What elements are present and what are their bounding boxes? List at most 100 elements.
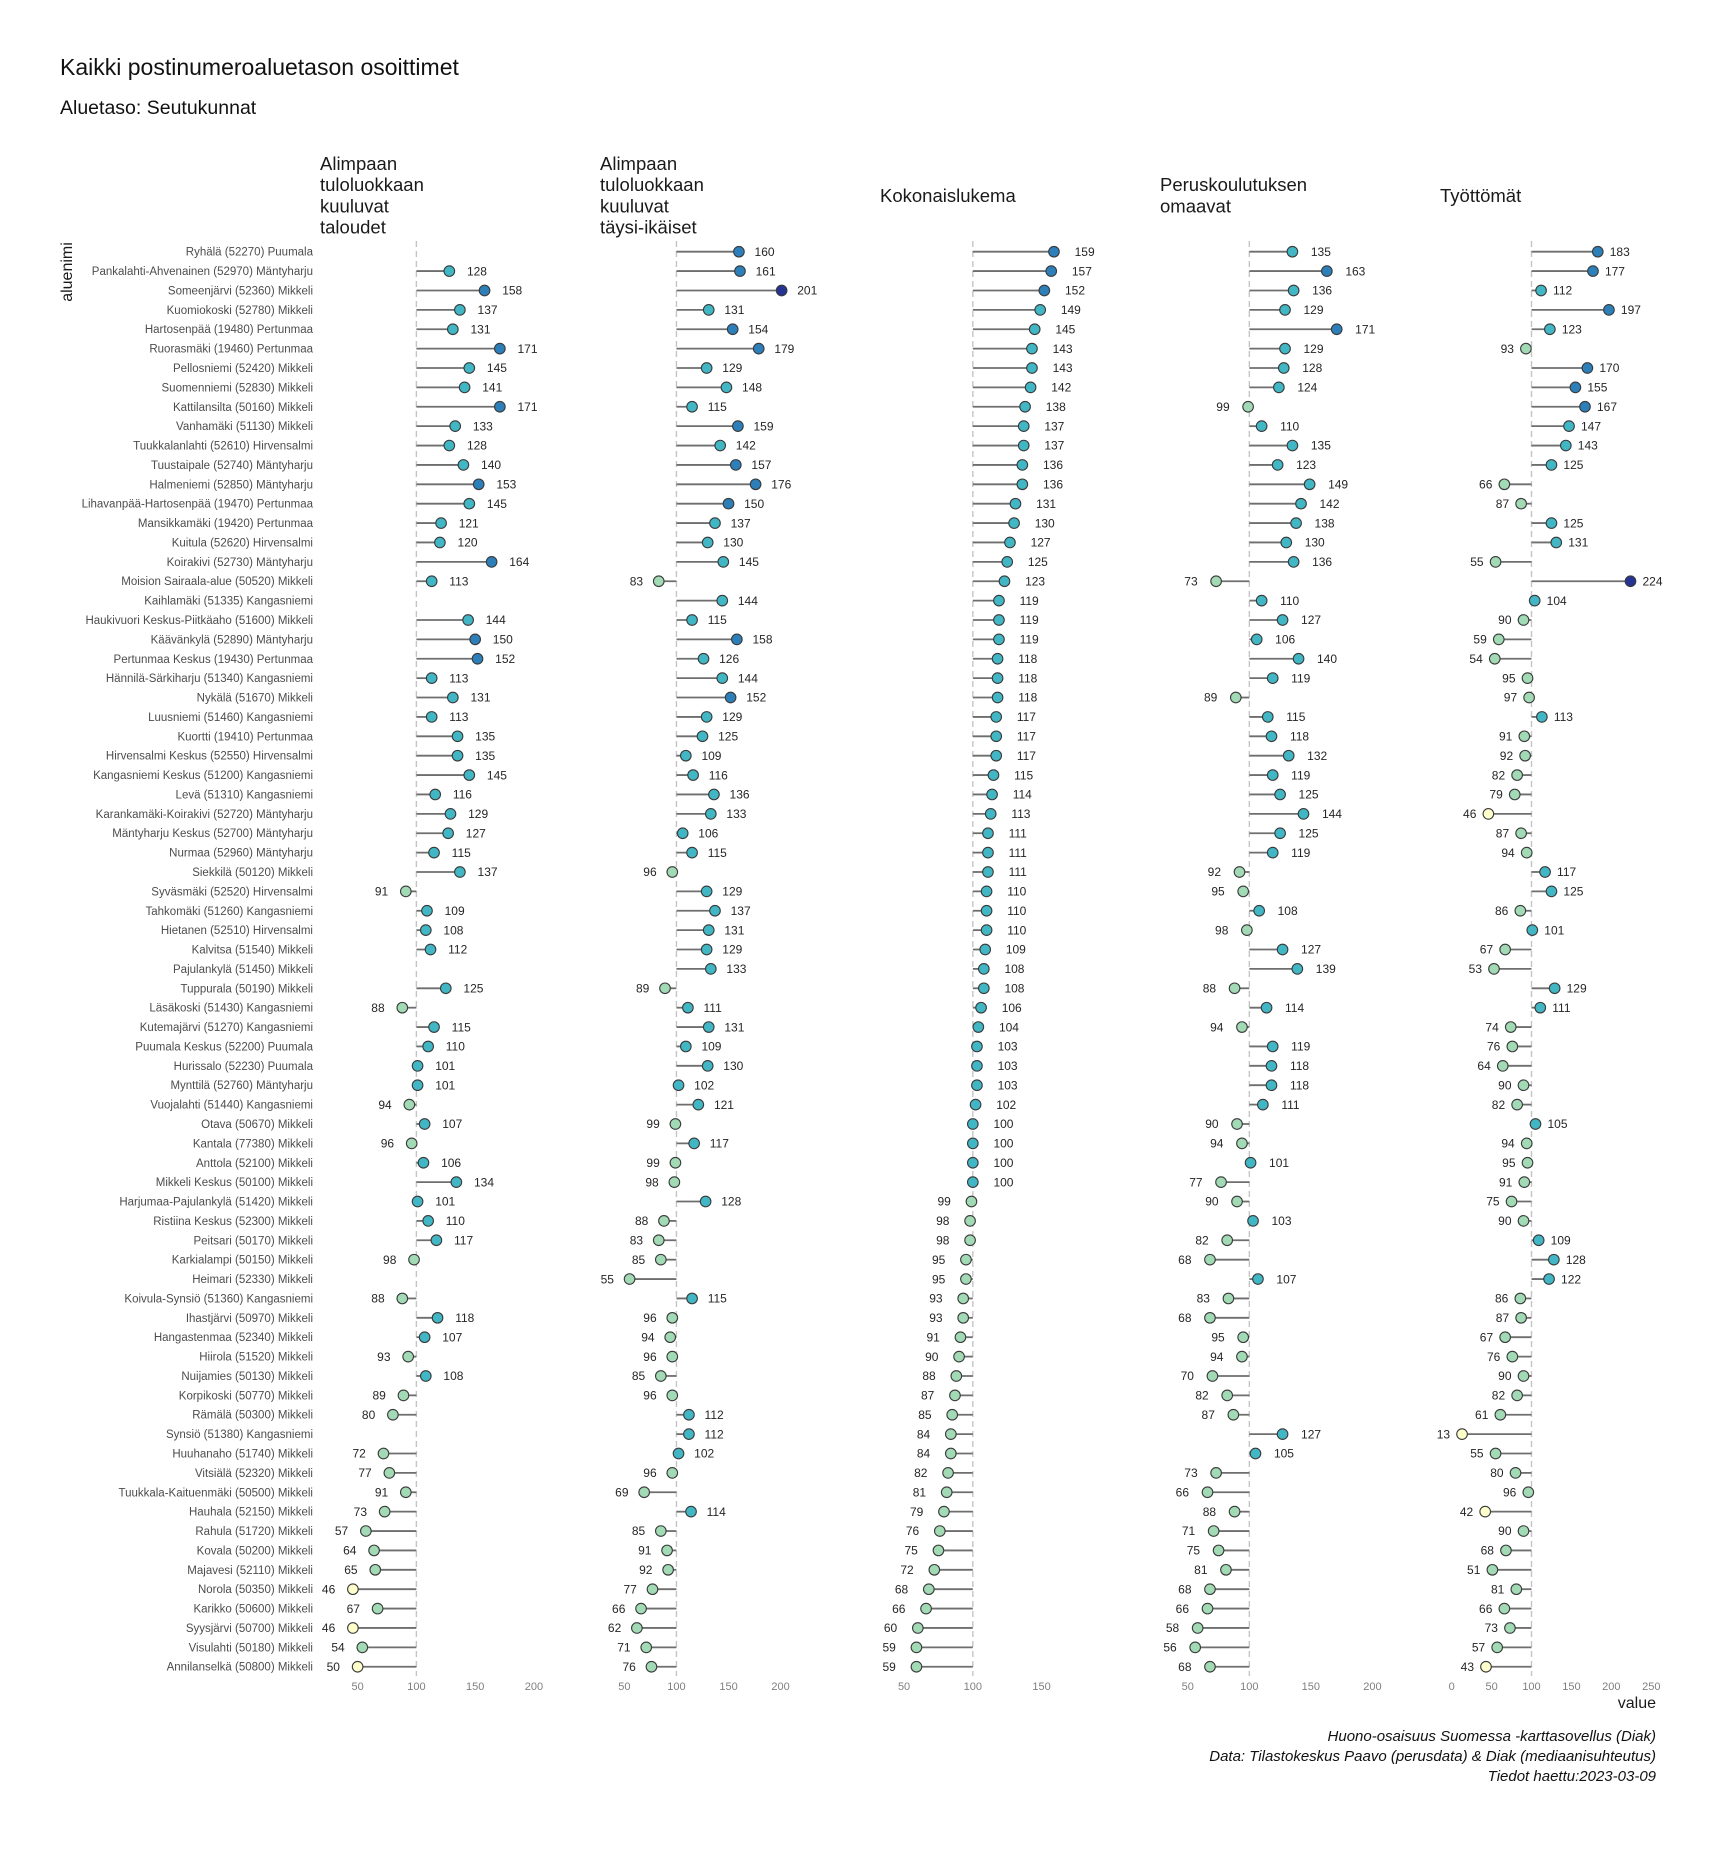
point — [1017, 420, 1030, 433]
value-label: 177 — [1605, 264, 1625, 278]
point — [683, 1408, 695, 1421]
point — [411, 1079, 424, 1092]
value-label: 138 — [1046, 400, 1066, 414]
category-label: Huuhanaho (51740) Mikkeli — [172, 1449, 313, 1461]
point — [966, 1118, 979, 1130]
point — [1521, 1156, 1534, 1169]
point — [1492, 633, 1505, 646]
value-label: 110 — [446, 1214, 465, 1228]
value-label: 130 — [1035, 516, 1055, 530]
point — [717, 555, 730, 568]
value-label: 58 — [1166, 1621, 1180, 1635]
value-label: 131 — [1568, 536, 1588, 550]
value-label: 118 — [1290, 1059, 1309, 1073]
point — [403, 1098, 416, 1111]
point — [933, 1525, 946, 1537]
value-label: 60 — [884, 1621, 898, 1635]
value-label: 97 — [1504, 691, 1518, 705]
strip-title-line: taloudet — [320, 217, 386, 238]
value-label: 103 — [998, 1040, 1018, 1054]
value-label: 96 — [643, 1389, 657, 1403]
value-label: 115 — [708, 1292, 727, 1306]
point — [1545, 885, 1558, 898]
value-label: 114 — [707, 1505, 726, 1519]
value-label: 103 — [1271, 1214, 1291, 1228]
value-label: 127 — [1301, 1427, 1321, 1441]
point — [454, 304, 466, 316]
point — [1543, 1273, 1555, 1285]
value-label: 46 — [1463, 807, 1477, 821]
point — [775, 284, 788, 297]
value-label: 110 — [1007, 885, 1026, 899]
point — [666, 1389, 679, 1402]
value-label: 82 — [1492, 768, 1506, 782]
point — [966, 1156, 979, 1169]
value-label: 142 — [736, 439, 756, 453]
point — [733, 245, 745, 258]
point — [418, 1118, 431, 1130]
value-label: 106 — [441, 1156, 461, 1170]
value-label: 68 — [1178, 1311, 1192, 1325]
point — [666, 866, 679, 878]
point — [1266, 672, 1279, 685]
point — [1034, 304, 1047, 316]
value-label: 125 — [718, 730, 738, 744]
point — [1017, 439, 1030, 452]
point — [1266, 1040, 1279, 1053]
point — [443, 439, 456, 452]
value-label: 117 — [1017, 710, 1036, 724]
point — [1534, 1001, 1547, 1014]
point — [668, 1176, 681, 1188]
value-label: 114 — [1285, 1001, 1304, 1015]
value-label: 64 — [1477, 1059, 1491, 1073]
value-label: 93 — [377, 1350, 391, 1364]
point — [980, 924, 993, 936]
point — [1265, 1079, 1278, 1092]
point — [1191, 1622, 1204, 1634]
point — [1189, 1641, 1202, 1654]
point — [654, 1253, 667, 1266]
value-label: 79 — [910, 1505, 924, 1519]
point — [1587, 265, 1599, 277]
value-label: 68 — [1178, 1253, 1192, 1267]
value-label: 104 — [999, 1020, 1019, 1034]
value-label: 136 — [730, 788, 750, 802]
value-label: 121 — [459, 516, 479, 530]
category-label: Vuojalahti (51440) Kangasniemi — [150, 1100, 313, 1112]
value-label: 134 — [474, 1175, 494, 1189]
point — [991, 691, 1004, 704]
point — [1321, 265, 1333, 277]
category-label: Hangastenmaa (52340) Mikkeli — [154, 1332, 313, 1344]
value-label: 125 — [1299, 788, 1319, 802]
value-label: 129 — [468, 807, 488, 821]
category-label: Karankamäki-Koirakivi (52720) Mäntyharju — [96, 809, 313, 821]
point — [1229, 691, 1242, 704]
point — [666, 1311, 679, 1324]
value-label: 98 — [1215, 923, 1229, 937]
category-label: Kuomiokoski (52780) Mikkeli — [167, 305, 313, 317]
caption-line: Tiedot haettu:2023-03-09 — [1488, 1768, 1657, 1785]
value-label: 81 — [1491, 1582, 1505, 1596]
category-label: Halmeniemi (52850) Mäntyharju — [149, 479, 313, 491]
point — [676, 827, 689, 840]
value-label: 123 — [1025, 574, 1045, 588]
point — [1297, 807, 1310, 820]
point — [1276, 614, 1289, 626]
value-label: 77 — [624, 1582, 638, 1596]
value-label: 90 — [1498, 1524, 1512, 1538]
point — [1237, 885, 1250, 898]
point — [1277, 362, 1290, 374]
value-label: 135 — [475, 749, 495, 763]
point — [430, 1234, 443, 1247]
point — [1019, 400, 1031, 413]
point — [1479, 1505, 1492, 1518]
value-label: 100 — [993, 1156, 1013, 1170]
value-label: 123 — [1562, 322, 1582, 336]
point — [442, 827, 454, 840]
value-label: 87 — [1496, 497, 1510, 511]
point — [1522, 1486, 1535, 1499]
point — [463, 769, 476, 781]
point — [732, 420, 744, 433]
value-label: 89 — [1204, 691, 1218, 705]
point — [356, 1641, 369, 1654]
